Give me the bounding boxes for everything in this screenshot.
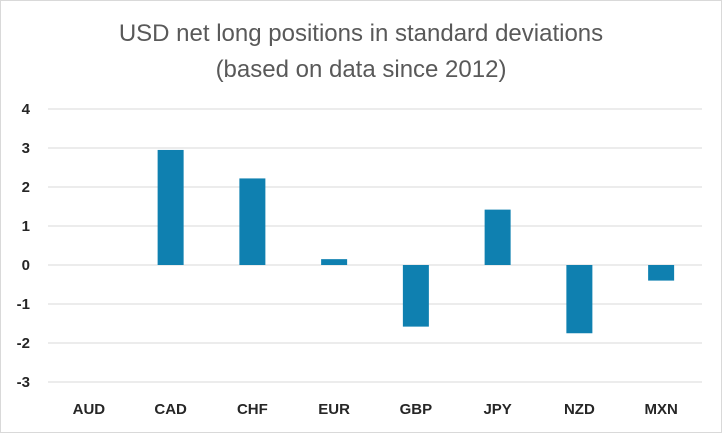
bar-jpy [484, 209, 511, 265]
y-tick-label: -3 [17, 374, 30, 391]
chart-subtitle: (based on data since 2012) [215, 56, 507, 83]
x-tick-label: AUD [73, 401, 106, 418]
x-tick-label: EUR [318, 401, 350, 418]
y-tick-label: 3 [22, 140, 30, 157]
bar-mxn [648, 265, 675, 281]
bar-chf [239, 178, 266, 265]
x-tick-label: NZD [564, 401, 595, 418]
bar-gbp [402, 265, 429, 327]
bar-cad [157, 149, 184, 265]
y-tick-label: 0 [22, 257, 30, 274]
x-tick-label: MXN [644, 401, 677, 418]
y-tick-label: 2 [22, 179, 30, 196]
x-tick-label: GBP [400, 401, 433, 418]
chart-title: USD net long positions in standard devia… [118, 20, 604, 47]
y-tick-label: -1 [17, 296, 30, 313]
x-tick-label: CHF [237, 401, 268, 418]
y-tick-label: 4 [22, 101, 31, 118]
bar-nzd [566, 265, 593, 334]
x-tick-label: CAD [154, 401, 187, 418]
bar-eur [321, 259, 348, 265]
y-tick-label: 1 [22, 218, 30, 235]
x-tick-label: JPY [483, 401, 511, 418]
y-tick-label: -2 [17, 335, 30, 352]
